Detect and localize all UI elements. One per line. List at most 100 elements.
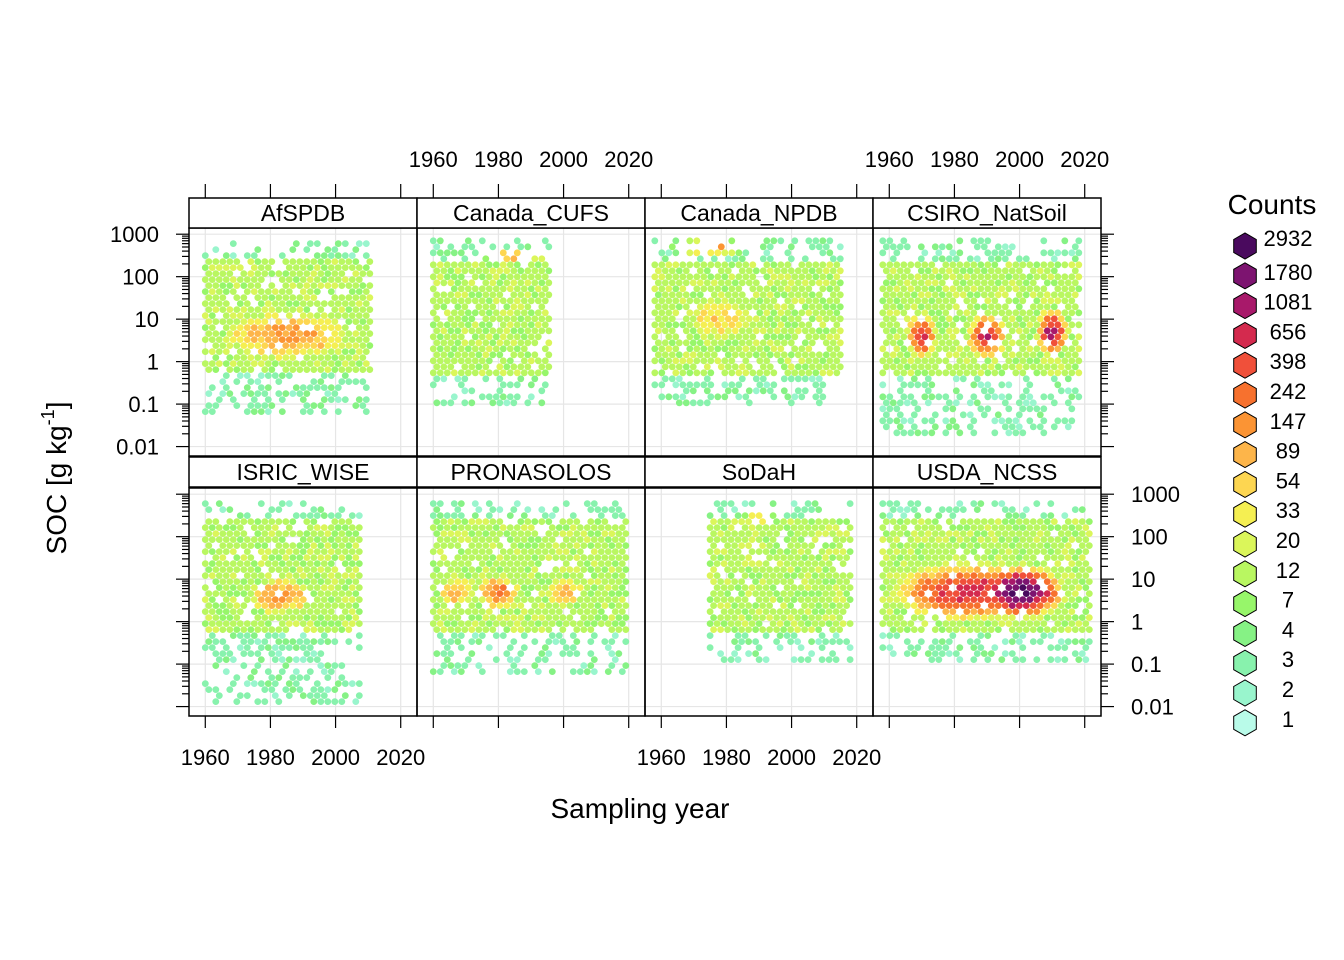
- hex-cell: [910, 423, 918, 431]
- hex-cell: [987, 626, 995, 633]
- hex-cell: [738, 566, 745, 573]
- hex-cell: [524, 506, 532, 513]
- hex-cell: [454, 530, 462, 537]
- hex-cell: [903, 506, 911, 513]
- hex-cell: [735, 321, 743, 329]
- hex-cell: [1019, 644, 1027, 651]
- hex-cell: [833, 309, 841, 317]
- panel-title-Canada_CUFS: Canada_CUFS: [453, 200, 609, 226]
- hex-cell: [921, 548, 929, 555]
- hex-cell: [1033, 321, 1041, 329]
- hex-cell: [569, 668, 577, 675]
- hex-cell: [805, 333, 813, 341]
- hex-cell: [545, 339, 553, 347]
- hex-cell: [320, 360, 328, 367]
- hex-cell: [468, 518, 476, 525]
- hex-cell: [1040, 536, 1048, 543]
- hex-cell: [1001, 602, 1009, 609]
- hex-cell: [1068, 572, 1076, 579]
- hex-cell: [345, 566, 353, 573]
- hex-cell: [1019, 429, 1027, 437]
- hex-cell: [903, 554, 911, 561]
- hex-cell: [562, 524, 570, 531]
- panel-strip: [644, 456, 874, 488]
- hex-cell: [229, 324, 237, 331]
- hex-cell: [468, 351, 476, 359]
- hex-cell: [1040, 608, 1048, 615]
- hex-cell: [303, 330, 311, 337]
- hex-cell: [921, 524, 929, 531]
- hex-cell: [1033, 285, 1041, 293]
- hex-cell: [355, 360, 363, 367]
- hex-cell: [713, 572, 721, 579]
- hex-cell: [728, 261, 736, 269]
- hex-cell: [970, 369, 978, 377]
- hex-cell: [1036, 339, 1044, 347]
- hex-cell: [991, 500, 999, 507]
- hex-cell: [464, 237, 472, 245]
- hex-cell: [658, 357, 666, 365]
- hex-cell: [296, 638, 304, 645]
- hex-cell: [496, 267, 504, 275]
- hex-cell: [359, 366, 367, 373]
- hex-cell: [338, 366, 346, 373]
- hex-cell: [987, 554, 995, 561]
- hex-cell: [208, 596, 216, 603]
- hex-cell: [215, 336, 223, 343]
- hex-cell: [706, 644, 714, 651]
- hex-cell: [1033, 572, 1041, 579]
- hex-cell: [261, 638, 269, 645]
- hex-cell: [808, 375, 816, 383]
- hex-cell: [278, 276, 286, 283]
- hex-cell: [1054, 369, 1062, 377]
- hex-cell: [219, 638, 227, 645]
- hex-cell: [454, 339, 462, 347]
- hex-cell: [233, 602, 241, 609]
- hex-cell: [773, 566, 780, 573]
- hex-cell: [668, 339, 676, 347]
- hex-cell: [338, 518, 346, 525]
- hex-cell: [264, 312, 272, 319]
- hex-cell: [987, 566, 995, 573]
- hex-cell: [886, 261, 894, 269]
- hex-cell: [717, 578, 724, 585]
- hex-cell: [949, 405, 957, 413]
- hex-cell: [1005, 357, 1013, 365]
- hex-cell: [345, 602, 353, 609]
- hex-cell: [208, 276, 216, 283]
- hex-cell: [334, 396, 342, 403]
- hex-cell: [271, 312, 279, 319]
- hex-cell: [1001, 243, 1009, 251]
- hex-cell: [1026, 417, 1034, 425]
- hex-cell: [496, 387, 504, 395]
- hex-cell: [222, 584, 230, 591]
- hex-cell: [461, 626, 469, 633]
- hex-cell: [208, 632, 216, 639]
- hex-cell: [201, 548, 209, 555]
- hex-cell: [226, 650, 234, 657]
- hex-cell: [742, 297, 750, 305]
- hex-cell: [1061, 644, 1069, 651]
- hex-cell: [731, 351, 739, 359]
- hex-cell: [714, 345, 722, 353]
- hex-cell: [461, 291, 469, 299]
- hex-cell: [436, 536, 444, 543]
- hex-cell: [949, 512, 957, 519]
- hex-cell: [815, 590, 822, 597]
- hex-cell: [254, 294, 262, 301]
- hex-cell: [910, 614, 918, 621]
- hex-cell: [436, 369, 444, 377]
- hex-cell: [1036, 363, 1044, 371]
- hex-cell: [987, 542, 995, 549]
- hex-cell: [587, 530, 595, 537]
- hex-cell: [576, 548, 584, 555]
- hex-cell: [756, 285, 764, 293]
- hex-cell: [478, 572, 486, 579]
- hex-cell: [970, 429, 978, 437]
- hex-cell: [682, 351, 690, 359]
- hex-cell: [341, 524, 349, 531]
- hex-cell: [334, 384, 342, 391]
- hex-cell: [268, 686, 276, 693]
- hex-cell: [348, 252, 356, 259]
